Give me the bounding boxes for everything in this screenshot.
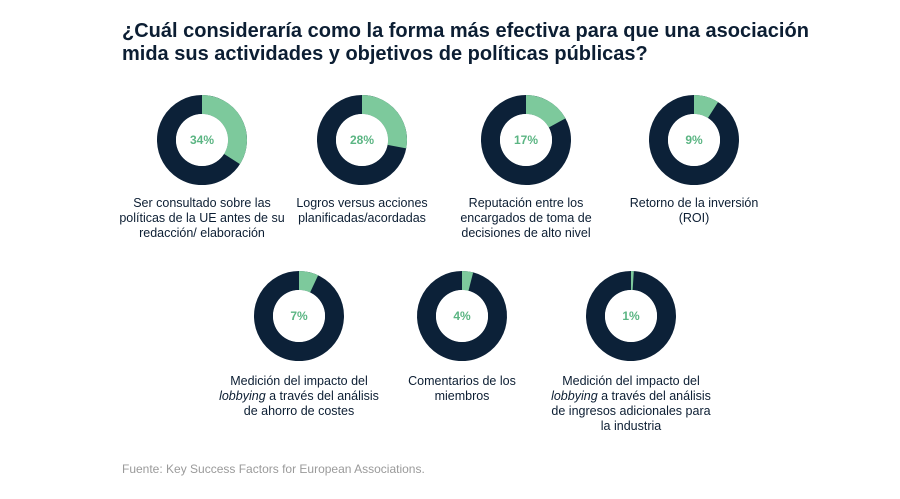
donut-chart-3 <box>481 95 571 185</box>
donut-chart-2 <box>317 95 407 185</box>
donut-chart-4 <box>649 95 739 185</box>
donut-7-remainder <box>586 271 676 361</box>
donut-2-category-label: Logros versus acciones planificadas/acor… <box>296 196 428 225</box>
donut-6-value-segment <box>462 271 474 291</box>
donut-5-hole <box>273 290 325 342</box>
chart-title: ¿Cuál consideraría como la forma más efe… <box>122 20 809 65</box>
donut-6-hole <box>436 290 488 342</box>
donut-1: 34% <box>156 94 248 186</box>
source-note: Fuente: Key Success Factors for European… <box>122 462 425 476</box>
donut-7-value-segment <box>631 271 634 291</box>
donut-6-value-label: 4% <box>453 309 471 323</box>
donut-3-value-segment <box>526 95 566 128</box>
donut-4-category-label: Retorno de la inversión (ROI) <box>629 196 759 225</box>
donut-2-value-segment <box>362 95 407 149</box>
donut-5-value-segment <box>299 271 319 293</box>
donut-3-category-label: Reputación entre los encargados de toma … <box>460 196 592 240</box>
donut-3-value-label: 17% <box>513 133 539 147</box>
donut-5-value-label: 7% <box>290 309 308 323</box>
donut-4-hole <box>668 114 720 166</box>
donut-6: 4% <box>416 270 508 362</box>
donut-7-value-label: 1% <box>622 309 640 323</box>
donut-chart-6 <box>417 271 507 361</box>
donut-1-category-label: Ser consultado sobre las políticas de la… <box>119 196 285 240</box>
donut-1-hole <box>176 114 228 166</box>
donut-3-hole <box>500 114 552 166</box>
donut-1-value-segment <box>202 95 247 165</box>
donut-4: 9% <box>648 94 740 186</box>
donut-4-remainder <box>649 95 739 185</box>
donut-6-remainder <box>417 271 507 361</box>
donut-4-value-label: 9% <box>685 133 703 147</box>
donut-5: 7% <box>253 270 345 362</box>
donut-chart-7 <box>586 271 676 361</box>
donut-chart-5 <box>254 271 344 361</box>
donut-5-category-label: Medición del impacto del lobbying a trav… <box>219 374 379 418</box>
donut-chart-1 <box>157 95 247 185</box>
donut-7: 1% <box>585 270 677 362</box>
donut-2: 28% <box>316 94 408 186</box>
donut-4-value-segment <box>694 95 719 119</box>
donut-7-hole <box>605 290 657 342</box>
donut-5-remainder <box>254 271 344 361</box>
donut-6-category-label: Comentarios de los miembros <box>408 374 516 403</box>
donut-1-value-label: 34% <box>189 133 215 147</box>
donut-2-hole <box>336 114 388 166</box>
donut-7-category-label: Medición del impacto del lobbying a trav… <box>551 374 711 433</box>
donut-3: 17% <box>480 94 572 186</box>
donut-2-value-label: 28% <box>349 133 375 147</box>
